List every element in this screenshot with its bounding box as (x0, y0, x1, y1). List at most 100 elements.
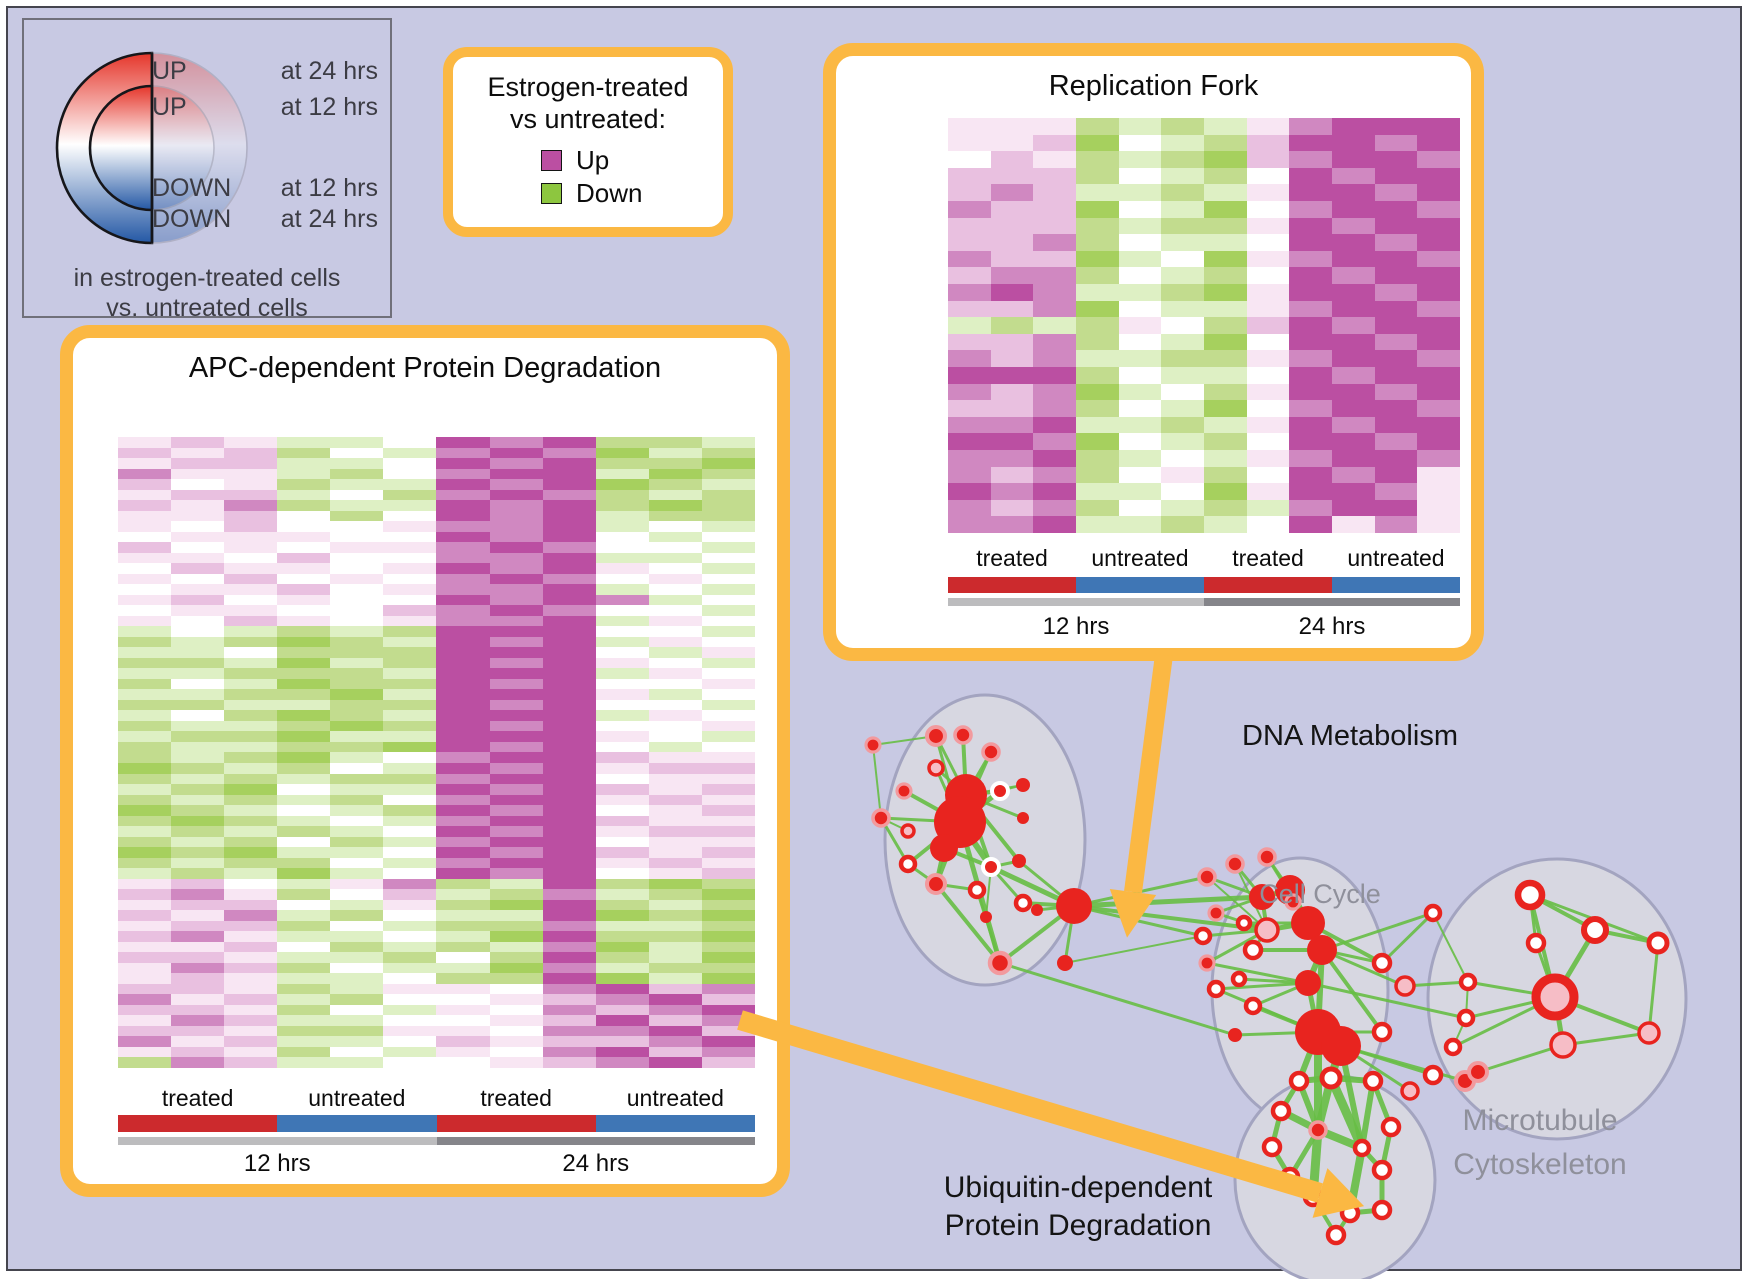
heatmap-cell (383, 983, 437, 995)
heatmap-cell (1204, 499, 1247, 517)
heatmap-cell (436, 1036, 490, 1047)
ring-legend-direction: UP (152, 93, 187, 121)
heatmap-cell (383, 878, 437, 890)
heatmap-cell (330, 699, 384, 711)
heatmap-cell (1118, 283, 1162, 301)
heatmap-cell (648, 710, 702, 721)
heatmap-cell (542, 826, 596, 837)
heatmap-cell (648, 899, 702, 911)
heatmap-cell (542, 636, 596, 648)
heatmap-cell (224, 920, 278, 932)
heatmap-cell (1076, 283, 1119, 301)
heatmap-cell (383, 563, 437, 574)
heatmap-cell (118, 647, 172, 658)
heatmap-cell (1076, 516, 1119, 533)
heatmap-cell (436, 962, 490, 974)
heatmap-cell (542, 741, 596, 753)
heatmap-cell (542, 468, 596, 480)
heatmap-cell (1417, 433, 1460, 450)
heatmap-cell (542, 910, 596, 921)
heatmap-cell (277, 626, 331, 637)
heatmap-cell (118, 1025, 172, 1037)
heatmap-cell (224, 636, 278, 648)
heatmap-cell (277, 773, 331, 785)
heatmap-cell (595, 910, 649, 921)
heatmap-cell (595, 794, 649, 806)
heatmap-cell (171, 836, 225, 848)
heatmap-cell (489, 1015, 543, 1026)
heatmap-cell (436, 1015, 490, 1026)
heatmap-cell (489, 699, 543, 711)
heatmap-cell (542, 552, 596, 564)
apc-panel: APC-dependent Protein Degradation treate… (60, 325, 790, 1197)
heatmap-cell (277, 836, 331, 848)
heatmap-cell (542, 720, 596, 732)
heatmap-cell (1246, 167, 1290, 185)
heatmap-cell (277, 678, 331, 690)
heatmap-cell (224, 857, 278, 869)
heatmap-cell (1417, 134, 1460, 152)
heatmap-cell (1374, 350, 1418, 367)
heatmap-cell (1289, 416, 1332, 434)
heatmap-cell (948, 449, 991, 467)
heatmap-cell (1204, 416, 1247, 434)
heatmap-cell (171, 762, 225, 774)
heatmap-cell (701, 636, 755, 648)
heatmap-cell (1118, 433, 1162, 450)
heatmap-cell (224, 594, 278, 606)
heatmap-cell (489, 794, 543, 806)
heatmap-cell (990, 151, 1034, 168)
heatmap-cell (436, 710, 490, 721)
heatmap-cell (489, 857, 543, 869)
heatmap-cell (542, 458, 596, 469)
heatmap-cell (489, 836, 543, 848)
heatmap-cell (595, 510, 649, 522)
heatmap-cell (701, 437, 755, 448)
heatmap-cell (1161, 333, 1204, 351)
heatmap-cell (595, 584, 649, 595)
heatmap-cell (436, 510, 490, 522)
heatmap-cell (224, 741, 278, 753)
heatmap-cell (648, 815, 702, 827)
heatmap-cell (701, 805, 755, 816)
heatmap-cell (171, 531, 225, 543)
heatmap-cell (436, 657, 490, 669)
heatmap-cell (224, 605, 278, 616)
heatmap-cell (330, 1036, 384, 1047)
heatmap-cell (383, 741, 437, 753)
heatmap-cell (1374, 400, 1418, 417)
heatmap-cell (595, 889, 649, 900)
heatmap-cell (118, 521, 172, 532)
heatmap-cell (648, 521, 702, 532)
heatmap-cell (1374, 483, 1418, 500)
heatmap-cell (1118, 449, 1162, 467)
heatmap-cell (436, 784, 490, 795)
heatmap-cell (171, 594, 225, 606)
heatmap-cell (595, 552, 649, 564)
ring-legend-direction: DOWN (152, 174, 232, 202)
heatmap-cell (542, 626, 596, 637)
heatmap-cell (118, 752, 172, 763)
heatmap-cell (489, 437, 543, 448)
heatmap-cell (383, 1046, 437, 1058)
heatmap-cell (383, 542, 437, 553)
heatmap-cell (1204, 283, 1247, 301)
heatmap-cell (118, 910, 172, 921)
heatmap-cell (1033, 200, 1076, 218)
heatmap-cell (330, 752, 384, 763)
heatmap-cell (436, 647, 490, 658)
heatmap-cell (1204, 433, 1247, 450)
heatmap-cell (1076, 499, 1119, 517)
heatmap-cell (595, 500, 649, 511)
heatmap-cell (489, 479, 543, 490)
heatmap-cell (383, 437, 437, 448)
heatmap-cell (1118, 184, 1162, 201)
heatmap-cell (277, 815, 331, 827)
heatmap-cell (171, 710, 225, 721)
heatmap-cell (542, 1057, 596, 1068)
group-label: untreated (1091, 545, 1189, 571)
heatmap-cell (1332, 283, 1375, 301)
heatmap-cell (542, 594, 596, 606)
heatmap-cell (1033, 466, 1076, 484)
heatmap-cell (171, 931, 225, 942)
